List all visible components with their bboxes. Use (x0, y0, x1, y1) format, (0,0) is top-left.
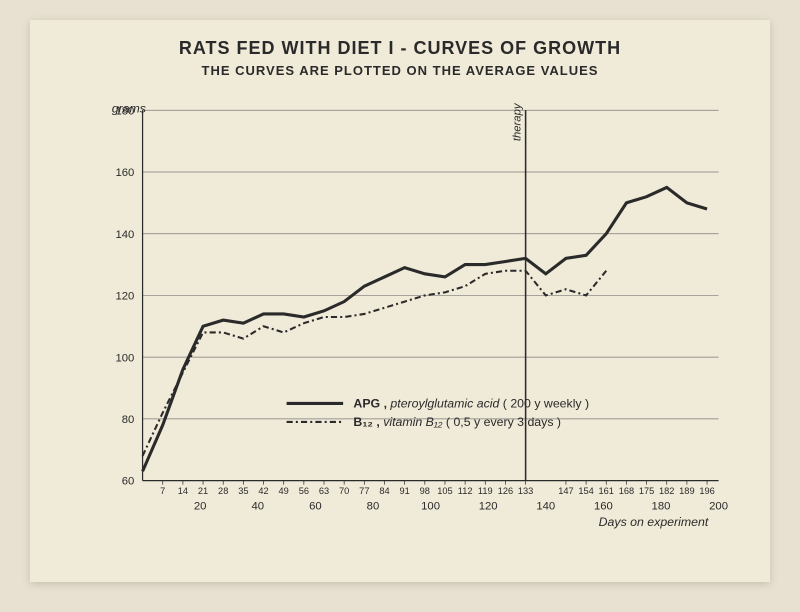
svg-text:126: 126 (498, 486, 513, 496)
svg-text:160: 160 (594, 500, 613, 512)
chart-title: RATS FED WITH DIET I - CURVES OF GROWTH (30, 38, 770, 59)
svg-text:119: 119 (478, 486, 493, 496)
svg-text:140: 140 (536, 500, 555, 512)
svg-text:120: 120 (479, 500, 498, 512)
svg-text:147: 147 (558, 486, 573, 496)
svg-text:28: 28 (218, 486, 228, 496)
chart-subtitle: THE CURVES ARE PLOTTED ON THE AVERAGE VA… (30, 63, 770, 78)
svg-text:70: 70 (339, 486, 349, 496)
svg-text:140: 140 (115, 229, 134, 241)
svg-text:161: 161 (599, 486, 614, 496)
svg-text:84: 84 (379, 486, 389, 496)
svg-text:133: 133 (518, 486, 533, 496)
growth-chart: 6080100120140160180grams7142128354249566… (90, 100, 730, 532)
svg-text:42: 42 (258, 486, 268, 496)
paper-background: RATS FED WITH DIET I - CURVES OF GROWTH … (30, 20, 770, 582)
svg-text:60: 60 (309, 500, 322, 512)
svg-text:80: 80 (122, 414, 135, 426)
svg-text:100: 100 (421, 500, 440, 512)
svg-text:196: 196 (699, 486, 714, 496)
svg-text:182: 182 (659, 486, 674, 496)
svg-text:175: 175 (639, 486, 654, 496)
svg-text:B₁₂ , vitamin B₁₂ ( 0,5 y ever: B₁₂ , vitamin B₁₂ ( 0,5 y every 3 days ) (353, 415, 561, 429)
svg-text:189: 189 (679, 486, 694, 496)
svg-text:77: 77 (359, 486, 369, 496)
chart-container: 6080100120140160180grams7142128354249566… (90, 100, 730, 532)
svg-text:160: 160 (115, 167, 134, 179)
svg-text:200: 200 (709, 500, 728, 512)
svg-text:60: 60 (122, 476, 135, 488)
svg-text:APG , pteroylglutamic acid ( 2: APG , pteroylglutamic acid ( 200 y weekl… (353, 397, 589, 411)
svg-text:14: 14 (178, 486, 188, 496)
svg-text:40: 40 (251, 500, 264, 512)
svg-text:91: 91 (400, 486, 410, 496)
svg-text:80: 80 (367, 500, 380, 512)
svg-text:21: 21 (198, 486, 208, 496)
svg-text:20: 20 (194, 500, 207, 512)
svg-text:154: 154 (578, 486, 593, 496)
svg-text:therapy: therapy (511, 102, 523, 141)
svg-text:56: 56 (299, 486, 309, 496)
svg-text:120: 120 (115, 291, 134, 303)
svg-text:100: 100 (115, 352, 134, 364)
svg-text:grams: grams (112, 101, 146, 115)
svg-text:7: 7 (160, 486, 165, 496)
svg-text:63: 63 (319, 486, 329, 496)
svg-text:Days on experiment: Days on experiment (599, 515, 709, 529)
svg-text:168: 168 (619, 486, 634, 496)
svg-text:98: 98 (420, 486, 430, 496)
svg-text:112: 112 (458, 486, 473, 496)
svg-text:49: 49 (279, 486, 289, 496)
svg-text:35: 35 (238, 486, 248, 496)
svg-text:180: 180 (652, 500, 671, 512)
svg-text:105: 105 (437, 486, 452, 496)
